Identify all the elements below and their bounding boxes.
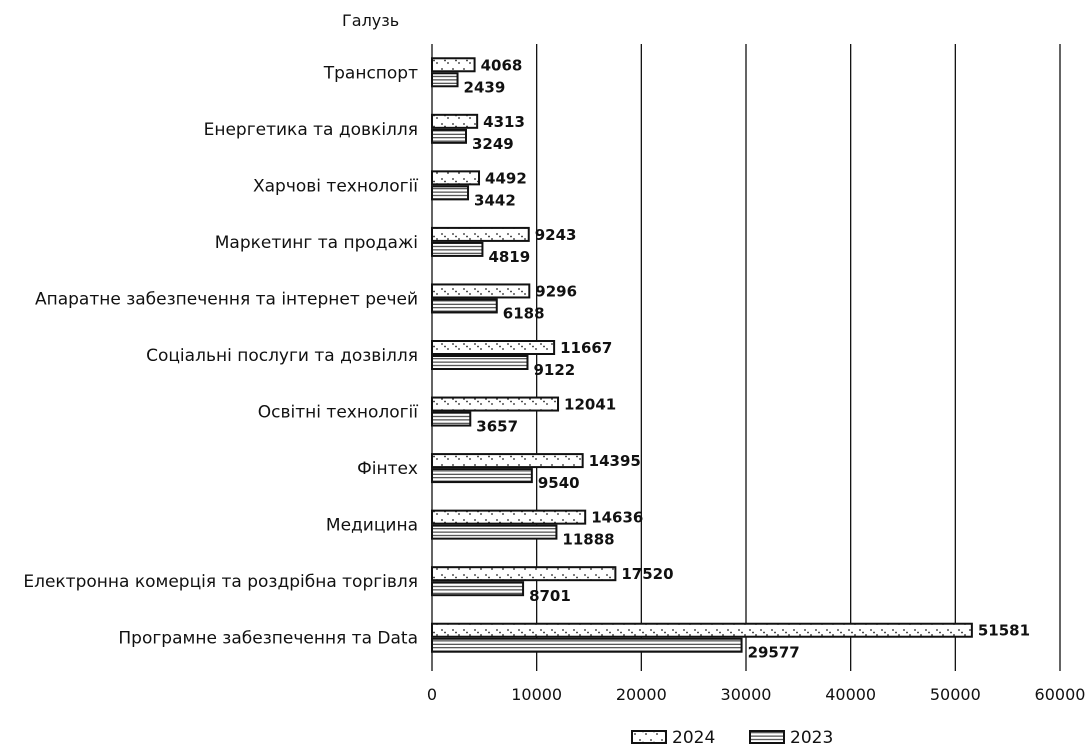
data-label: 14636 [591,509,643,527]
category-label: Фінтех [357,459,418,479]
bar-2023 [431,468,533,484]
legend-swatch-2023 [749,730,785,744]
bar-2023 [431,524,558,540]
data-label: 4068 [481,56,523,74]
bar-2023 [431,241,484,257]
category-label: Електронна комерція та роздрібна торгівл… [23,572,418,592]
bar-2023 [431,128,468,144]
bars [431,57,973,653]
data-label: 9243 [535,226,577,244]
category-label: Освітні технології [258,403,418,423]
data-label: 3657 [476,418,518,436]
category-label: Медицина [326,516,418,536]
data-label: 8701 [529,587,571,605]
data-label: 4819 [488,248,530,266]
bar-2024 [431,170,481,186]
data-label: 6188 [503,304,545,322]
data-label: 14395 [589,452,641,470]
bar-2024 [431,340,556,355]
legend-label: 2024 [672,728,715,748]
data-label: 4313 [483,113,525,131]
data-label: 4492 [485,169,527,187]
x-tick-label: 40000 [825,685,876,704]
y-axis-title: Галузь [342,11,399,30]
bar-2023 [431,185,470,201]
category-label: Програмне забезпечення та Data [118,629,418,649]
bar-2024 [431,226,530,242]
category-label: Апаратне забезпечення та інтернет речей [35,289,418,309]
x-tick-label: 10000 [511,685,562,704]
labels: 0 10000 20000 30000 40000 50000 60000 Транспорт… [23,56,1085,704]
bar-2024 [431,57,476,73]
bar-2024 [431,113,479,129]
bar-2024 [431,453,584,469]
bar-2023 [431,637,743,653]
legend-swatch-2024 [631,730,667,744]
data-label: 3442 [474,191,516,209]
bar-2023 [431,72,459,88]
data-label: 11888 [562,531,614,549]
gridlines [431,44,1061,671]
bar-2024 [431,566,617,582]
bar-2023 [431,298,498,314]
category-label: Харчові технології [253,176,418,196]
data-label: 2439 [464,78,506,96]
x-tick-label: 20000 [616,685,667,704]
x-tick-label: 50000 [930,685,981,704]
legend-label: 2023 [790,728,833,748]
x-tick-label: 0 [427,685,437,704]
data-label: 12041 [564,396,616,414]
category-label: Соціальні послуги та дозвілля [146,346,418,366]
bar-2023 [431,411,472,427]
category-label: Маркетинг та продажі [215,233,418,253]
category-label: Транспорт [323,63,418,83]
category-label: Енергетика та довкілля [204,120,418,140]
bar-2023 [431,355,529,370]
data-label: 9296 [535,282,577,300]
bar-2023 [431,581,525,597]
bar-2024 [431,283,531,299]
data-label: 3249 [472,135,514,153]
bar-2024 [431,396,560,412]
bar-2024 [431,509,587,525]
x-tick-label: 60000 [1035,685,1086,704]
data-label: 9540 [538,474,580,492]
data-label: 17520 [621,565,673,583]
data-label: 51581 [978,622,1030,640]
legend: 2024 2023 [631,728,833,748]
bar-2024 [431,622,973,638]
x-tick-label: 30000 [721,685,772,704]
data-label: 29577 [748,644,800,662]
data-label: 9122 [533,361,575,379]
data-label: 11667 [560,339,612,357]
